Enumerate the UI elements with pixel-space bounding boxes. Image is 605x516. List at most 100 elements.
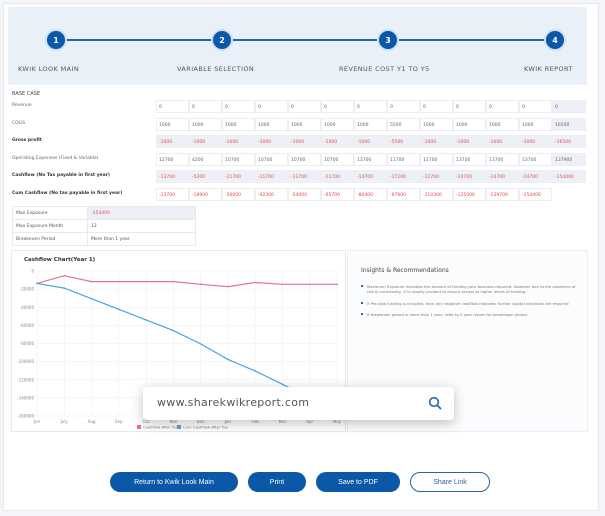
row-label: Operating Expenses (Fixed & Variable) [12,156,99,161]
data-point [63,287,66,289]
data-point [63,274,66,277]
y-tick-label: -80000 [20,341,35,346]
table-cell: 0 [552,100,586,113]
summary-label: Breakeven Period [12,232,88,246]
table-cell: 13700 [453,153,486,166]
table-cell: 1000 [255,118,288,131]
x-tick-label: Sep [115,419,123,424]
search-icon[interactable] [428,396,442,410]
table-cell: -1000 [156,135,189,148]
table-cell: 0 [453,100,486,113]
table-cell: -139700 [486,188,519,201]
x-tick-label: May [333,419,342,424]
table-cell: -30600 [222,188,255,201]
table-cell: -14700 [453,170,486,183]
data-point [336,283,338,286]
table-cell: -1000 [354,135,387,148]
data-point [36,282,38,285]
return-button[interactable]: Return to Kwik Look Main [110,472,238,492]
legend-label: Cashflow After Tax [143,425,179,430]
table-cell: 1000 [519,118,552,131]
table-cell: -11700 [222,170,255,183]
table-cell: 1000 [156,118,189,131]
table-cell: 13700 [486,153,519,166]
table-cell: -5200 [189,170,222,183]
table-cell: 1000 [486,118,519,131]
table-cell: -1000 [519,135,552,148]
x-tick-label: Dec [197,419,205,424]
share-link-button[interactable]: Share Link [410,472,490,492]
summary-value: More than 1 year [87,232,196,246]
step-1-circle[interactable]: 1 [45,29,67,51]
y-tick-label: -120000 [17,377,34,382]
table-cell: 0 [486,100,519,113]
print-button[interactable]: Print [248,472,306,492]
table-cell: -154400 [552,170,586,183]
table-cell: 1000 [321,118,354,131]
legend-swatch [177,425,181,429]
step-4-circle[interactable]: 4 [544,29,566,51]
table-cell: -54000 [288,188,321,201]
data-point [227,358,229,361]
summary-value: 12 [87,219,196,233]
data-point [90,280,93,283]
data-point [172,280,175,283]
table-cell: -11700 [255,170,288,183]
table-cell: -1000 [288,135,321,148]
table-cell: 11700 [387,153,420,166]
table-cell: -18900 [189,188,222,201]
table-cell: -125000 [453,188,486,201]
data-point [199,283,202,286]
data-point [308,283,311,286]
x-tick-label: Jan [224,419,232,424]
insights-title: Insights & Recommendations [361,267,449,274]
table-cell: -14700 [354,170,387,183]
step-3-label: REVENUE COST Y1 TO Y5 [339,65,430,73]
save-pdf-button[interactable]: Save to PDF [316,472,400,492]
table-cell: 0 [222,100,255,113]
table-cell: 0 [255,100,288,113]
table-cell: 0 [354,100,387,113]
x-tick-label: Nov [169,419,177,424]
step-2-circle[interactable]: 2 [211,29,233,51]
step-2-label: VARIABLE SELECTION [177,65,255,73]
summary-row: Max Exposure -154400 [12,206,196,220]
table-cell: -110300 [420,188,453,201]
table-cell: -5500 [387,135,420,148]
url-text: www.sharekwikreport.com [157,396,310,409]
table-cell: 13700 [519,153,552,166]
y-tick-label: -160000 [17,414,34,419]
table-cell: 1000 [420,118,453,131]
summary-label: Max Exposure [12,206,88,220]
table-cell: 1000 [453,118,486,131]
table-cell: 5500 [387,118,420,131]
url-search-bar[interactable]: www.sharekwikreport.com [143,387,454,420]
row-label: Cashflow (No Tax payable in first year) [12,173,110,178]
summary-row: Breakeven Period More than 1 year [12,232,196,246]
table-cell: 10700 [288,153,321,166]
data-point [145,280,147,283]
table-cell: -1000 [453,135,486,148]
table-cell: -16500 [552,135,586,148]
x-tick-label: July [60,419,69,424]
insight-item: If Pre-look funding is included, then an… [361,301,581,306]
y-tick-label: -100000 [17,359,34,364]
insight-item: If breakeven period is more than 1 year,… [361,312,581,317]
data-point [281,283,284,286]
table-cell: -65700 [321,188,354,201]
table-cell: -1000 [222,135,255,148]
table-cell: -1000 [255,135,288,148]
table-cell: -154400 [519,188,552,201]
data-point [145,319,147,321]
step-1-label: KWIK LOOK MAIN [18,65,80,73]
table-cell: 1000 [222,118,255,131]
row-label: Revenue [12,103,32,108]
step-3-circle[interactable]: 3 [377,29,399,51]
table-cell: 12700 [156,153,189,166]
table-cell: 1000 [189,118,222,131]
x-tick-label: Aug [88,419,96,424]
y-tick-label: -60000 [20,323,35,328]
chart-title: Cashflow Chart(Year 1) [24,257,96,263]
table-cell: 16500 [552,118,586,131]
table-cell: 10700 [222,153,255,166]
